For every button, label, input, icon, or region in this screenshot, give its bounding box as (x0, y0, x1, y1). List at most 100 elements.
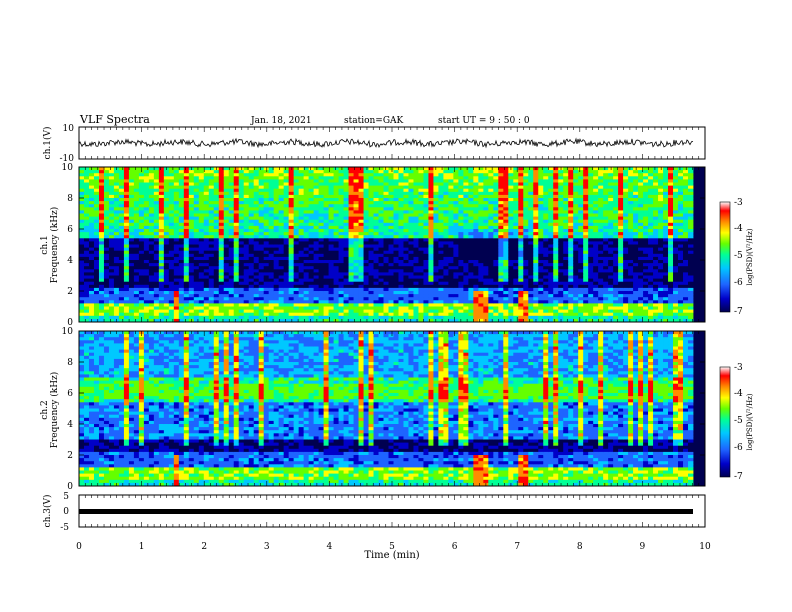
spec1-cell (463, 182, 469, 186)
spec1-cell (563, 315, 569, 320)
spec1-cell (178, 269, 185, 273)
spec1-cell (258, 250, 265, 255)
spec1-cell (428, 167, 434, 171)
spec1-cell (528, 263, 534, 267)
spec1-cell (153, 284, 160, 289)
spec1-cell (283, 272, 290, 276)
spec1-cell (508, 272, 514, 276)
spec1-cell (103, 167, 110, 171)
spec1-cell (423, 229, 429, 233)
spec1-cell (408, 176, 414, 180)
spec1-cell (198, 241, 205, 245)
spec1-cell (533, 201, 539, 205)
spec1-cell (133, 204, 140, 208)
spec1-cell (253, 222, 260, 227)
spec1-cell (333, 225, 339, 230)
spec1-cell (523, 179, 529, 183)
spec1-cell (398, 198, 404, 202)
spec1-cell (393, 309, 399, 314)
spec1-cell (313, 300, 320, 304)
spec1-cell (268, 232, 275, 236)
spec1-cell (193, 306, 200, 310)
spec1-cell (403, 287, 409, 292)
spec1-cell (118, 287, 125, 292)
spec1-cell (218, 263, 225, 267)
spec1-cell (153, 272, 160, 276)
spec1-cell (88, 170, 95, 174)
spec1-cell (88, 213, 95, 217)
spec1-cell (128, 244, 135, 248)
spec1-cell (423, 256, 429, 261)
spec1-cell (253, 294, 260, 298)
spec1-cell (523, 284, 529, 289)
spec1-cell (213, 179, 220, 183)
spec1-cell (293, 225, 300, 230)
spec1-cell (228, 260, 235, 264)
spec1-cell (558, 278, 564, 283)
spec1-cell (273, 185, 280, 190)
spec1-cell (208, 306, 215, 310)
spec1-cell (318, 269, 324, 273)
spec1-cell (568, 250, 574, 255)
spec1-cell (408, 294, 414, 298)
spec1-cell (483, 235, 489, 239)
spec1-cell (198, 204, 205, 208)
spec1-cell (153, 300, 160, 304)
spec1-cell (238, 278, 245, 283)
spec1-cell (358, 216, 364, 221)
spec1-cell (203, 275, 210, 279)
spec1-cell (498, 269, 504, 273)
spec1-cell (568, 318, 574, 323)
spec1-cell (288, 260, 295, 264)
spec1-cell (358, 222, 364, 227)
spec1-cell (568, 210, 574, 214)
spec1-cell (518, 300, 524, 304)
spec1-cell (443, 260, 449, 264)
spec1-cell (283, 210, 290, 214)
spec1-cell (183, 269, 190, 273)
spec1-cell (358, 309, 364, 314)
spec1-cell (138, 176, 145, 180)
spec1-cell (363, 207, 369, 211)
spec1-cell (163, 191, 170, 196)
spec1-cell (488, 318, 494, 323)
spec1-cell (283, 229, 290, 233)
spec1-cell (398, 204, 404, 208)
spec1-cell (488, 191, 494, 196)
spec1-cell (88, 225, 95, 230)
spec1-cell (378, 182, 384, 186)
spec1-cell (393, 201, 399, 205)
spec1-cell (238, 232, 245, 236)
spec1-cell (413, 173, 419, 177)
spec1-cell (303, 225, 310, 230)
spec1-cell (79, 167, 85, 171)
spec1-cell (393, 176, 399, 180)
spec1-cell (313, 182, 320, 186)
spec1-cell (418, 294, 424, 298)
spec1-cell (133, 300, 140, 304)
spec1-cell (473, 253, 479, 258)
spec1-cell (268, 207, 275, 211)
spec1-cell (208, 256, 215, 261)
spec1-cell (198, 222, 205, 227)
spec1-cell (233, 263, 240, 267)
spec1-cell (178, 306, 185, 310)
spec1-cell (178, 170, 185, 174)
spec1-cell (338, 303, 344, 307)
spec1-cell (218, 306, 225, 310)
spec1-cell (533, 303, 539, 307)
spec1-cell (493, 170, 499, 174)
spec1-cell (203, 269, 210, 273)
spec1-cell (468, 229, 474, 233)
spec1-cell (343, 275, 349, 279)
spec1-cell (113, 210, 120, 214)
spec1-cell (368, 244, 374, 248)
spec1-cell (438, 194, 444, 199)
spec1-cell (413, 238, 419, 242)
spec1-cell (433, 260, 439, 264)
spec1-cell (178, 244, 185, 248)
spec1-cell (558, 216, 564, 221)
spec1-cell (538, 204, 544, 208)
spec1-cell (363, 303, 369, 307)
spec1-cell (488, 253, 494, 258)
